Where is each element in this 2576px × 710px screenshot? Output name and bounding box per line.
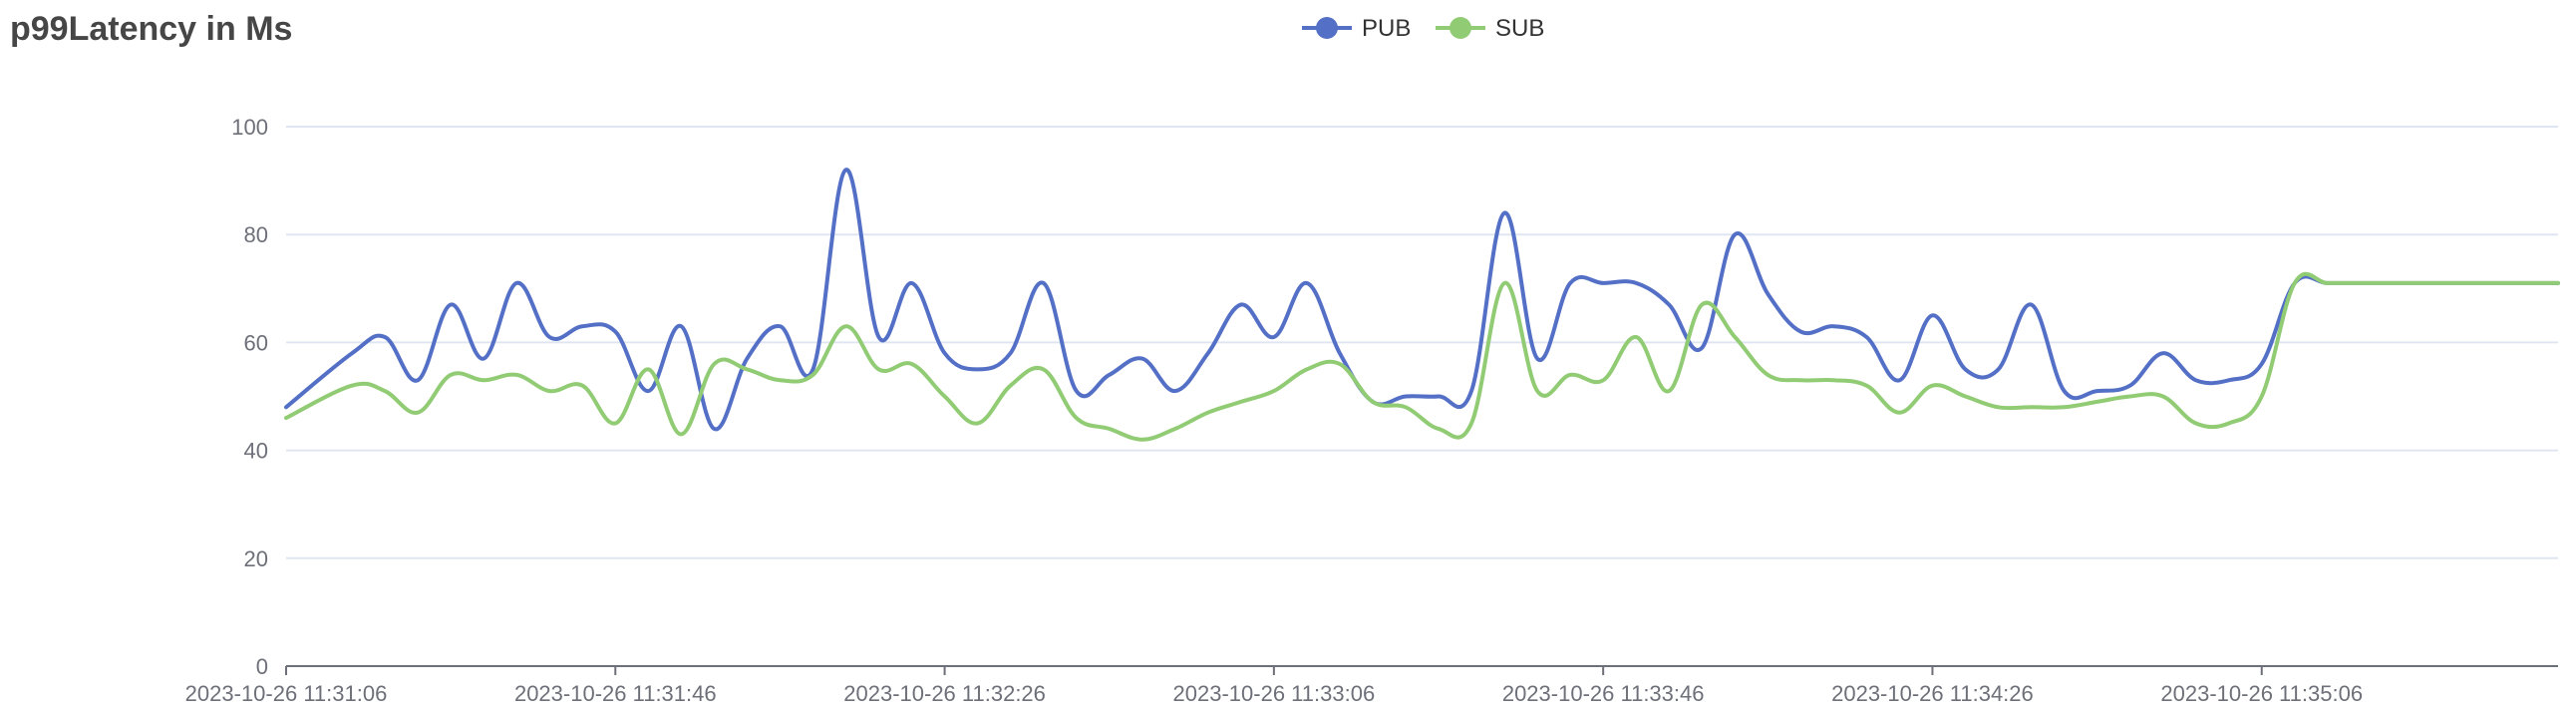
chart-title: p99Latency in Ms [10,10,293,48]
y-tick-label: 80 [244,222,268,247]
y-axis: 0 20 40 60 80 100 [231,115,268,679]
x-tick-label: 2023-10-26 11:35:06 [2160,681,2363,706]
legend-marker-icon [1449,17,1471,39]
x-tick-label: 2023-10-26 11:32:26 [843,681,1046,706]
legend-item-sub[interactable]: SUB [1436,15,1544,42]
y-tick-label: 60 [244,330,268,355]
legend[interactable]: PUB SUB [1302,15,1544,42]
x-tick-label: 2023-10-26 11:33:06 [1173,681,1376,706]
x-tick-label: 2023-10-26 11:31:06 [185,681,388,706]
x-tick-label: 2023-10-26 11:33:46 [1502,681,1705,706]
y-tick-label: 0 [256,654,268,679]
legend-label: SUB [1495,15,1544,42]
legend-item-pub[interactable]: PUB [1302,15,1411,42]
legend-label: PUB [1362,15,1411,42]
x-tick-label: 2023-10-26 11:34:26 [1831,681,2034,706]
y-tick-label: 40 [244,439,268,464]
series-lines [284,168,2560,442]
y-tick-label: 20 [244,546,268,571]
x-axis: 2023-10-26 11:31:06 2023-10-26 11:31:46 20… [185,665,2558,706]
x-tick-label: 2023-10-26 11:31:46 [514,681,717,706]
y-tick-label: 100 [231,115,268,140]
grid-lines [286,126,2558,559]
series-line-sub [284,271,2560,442]
legend-marker-icon [1316,17,1338,39]
series-line-pub [284,168,2560,432]
